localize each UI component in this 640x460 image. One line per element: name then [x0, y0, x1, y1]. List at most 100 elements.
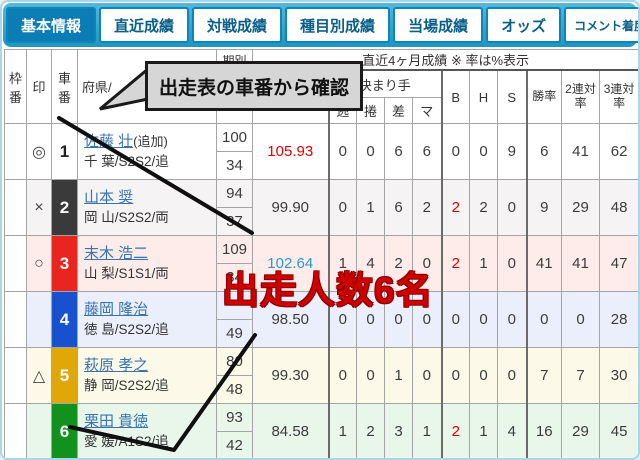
term-value: 109 [221, 241, 248, 258]
term-age-cell: 94 37 [216, 179, 253, 236]
3ren-rate-cell: 30 [598, 347, 638, 404]
age-value: 49 [217, 319, 252, 347]
age-value: 48 [217, 375, 252, 403]
makuri-cell: 0 [356, 347, 385, 404]
nige-cell: 0 [327, 179, 357, 236]
term-age-cell: 109 34 [216, 235, 253, 292]
score-cell: 84.58 [252, 403, 329, 458]
player-cell: 末木 浩二 山 梨/S1S1/両 [77, 235, 217, 292]
mark-cell: ◎ [26, 123, 52, 180]
tab-event-results[interactable]: 種目別成績 [285, 7, 391, 43]
h-cell: 2 [469, 179, 498, 236]
waku-cell [4, 123, 27, 180]
col-header-2ren-rate: 2連対率 [561, 69, 600, 124]
rider-details: 山 梨/S1S1/両 [84, 266, 169, 282]
col-header-b: B [440, 69, 470, 124]
tab-venue-results[interactable]: 当場成績 [393, 7, 484, 43]
col-header-pref: 府県/ [77, 49, 217, 124]
car-number-cell: 6 [51, 403, 78, 458]
col-header-waku: 枠番 [4, 49, 27, 124]
col-header-h: H [469, 69, 498, 124]
ma-cell: 0 [412, 347, 442, 404]
tab-matchup-results[interactable]: 対戦成績 [192, 7, 283, 43]
tab-bar: 基本情報 直近成績 対戦成績 種目別成績 当場成績 オッズ コメント着度数 [3, 3, 638, 47]
makuri-cell: 0 [356, 291, 385, 348]
term-age-cell: 49 [216, 291, 253, 348]
h-cell: 0 [469, 291, 498, 348]
b-cell: 0 [440, 347, 470, 404]
score-cell: 98.50 [252, 291, 329, 348]
rider-name-suffix: (追加) [133, 133, 168, 149]
waku-cell [4, 347, 27, 404]
col-header-makuri: 捲 [356, 97, 385, 124]
mark-cell: △ [26, 347, 52, 404]
win-rate-cell: 41 [525, 235, 562, 292]
tab-basic-info[interactable]: 基本情報 [6, 7, 97, 43]
b-cell: 0 [440, 123, 470, 180]
tab-recent-results[interactable]: 直近成績 [99, 7, 190, 43]
s-cell: 4 [497, 403, 527, 458]
b-cell: 0 [440, 291, 470, 348]
rider-name-link[interactable]: 藤岡 隆治 [84, 300, 149, 318]
mark-cell: ○ [26, 235, 52, 292]
score-cell: 99.90 [252, 179, 329, 236]
player-cell: 山本 奨 岡 山/S2S2/両 [77, 179, 217, 236]
sashi-cell: 3 [384, 403, 413, 458]
h-cell: 1 [469, 403, 498, 458]
term-value: 100 [221, 129, 248, 146]
rider-details: 千 葉/S2S2/追 [84, 154, 169, 170]
player-cell: 藤岡 隆治 徳 島/S2S2/追 [77, 291, 217, 348]
3ren-rate-cell: 62 [598, 123, 638, 180]
2ren-rate-cell: 7 [561, 347, 600, 404]
ma-cell: 6 [412, 123, 442, 180]
age-value: 37 [217, 207, 252, 235]
win-rate-cell: 0 [525, 291, 562, 348]
age-value: 42 [217, 431, 252, 458]
player-cell: 栗田 貴徳 愛 媛/A1S2/追 [77, 403, 217, 458]
ma-cell: 0 [412, 235, 442, 292]
sashi-cell: 1 [384, 347, 413, 404]
rider-name-link[interactable]: 佐藤 壮 [84, 132, 134, 150]
win-rate-cell: 7 [525, 347, 562, 404]
waku-cell [4, 179, 27, 236]
score-cell: 105.93 [252, 123, 329, 180]
sashi-cell: 2 [384, 235, 413, 292]
3ren-rate-cell: 47 [598, 235, 638, 292]
waku-cell [4, 235, 27, 292]
rider-name-link[interactable]: 萩原 孝之 [84, 356, 149, 374]
h-cell: 1 [469, 235, 498, 292]
race-entry-table: 枠番 印 車番 府県/ 期別 直近4ヶ月成績 ※ 率は%表示 決まり手 B H … [4, 49, 638, 458]
tab-odds[interactable]: オッズ [486, 7, 562, 43]
rider-name-link[interactable]: 末木 浩二 [84, 244, 149, 262]
term-value [218, 293, 252, 320]
2ren-rate-cell: 41 [561, 235, 600, 292]
nige-cell: 1 [327, 403, 357, 458]
rider-details: 愛 媛/A1S2/追 [84, 434, 169, 450]
h-cell: 0 [469, 347, 498, 404]
s-cell: 0 [497, 179, 527, 236]
car-number-cell: 3 [51, 235, 78, 292]
win-rate-cell: 6 [525, 123, 562, 180]
player-cell: 佐藤 壮(追加) 千 葉/S2S2/追 [77, 123, 217, 180]
rider-name-link[interactable]: 栗田 貴徳 [84, 412, 149, 430]
age-value: 34 [217, 263, 252, 291]
3ren-rate-cell: 45 [598, 403, 638, 458]
rider-name-link[interactable]: 山本 奨 [84, 188, 134, 206]
term-value: 80 [226, 353, 243, 370]
age-value: 34 [217, 151, 252, 179]
tab-comment-finish[interactable]: コメント着度数 [564, 7, 638, 43]
ma-cell: 2 [412, 179, 442, 236]
term-age-cell: 80 48 [216, 347, 253, 404]
2ren-rate-cell: 0 [561, 291, 600, 348]
term-value: 94 [226, 185, 243, 202]
s-cell: 0 [497, 291, 527, 348]
col-header-3ren-rate: 3連対率 [598, 69, 638, 124]
col-header-mark: 印 [26, 49, 52, 124]
nige-cell: 0 [327, 123, 357, 180]
term-age-cell: 100 34 [216, 123, 253, 180]
s-cell: 9 [497, 123, 527, 180]
nige-cell: 0 [327, 291, 357, 348]
rider-row-3: ○ 3 末木 浩二 山 梨/S1S1/両 109 34 102.64 1 4 2… [4, 235, 638, 292]
waku-cell [4, 291, 27, 348]
